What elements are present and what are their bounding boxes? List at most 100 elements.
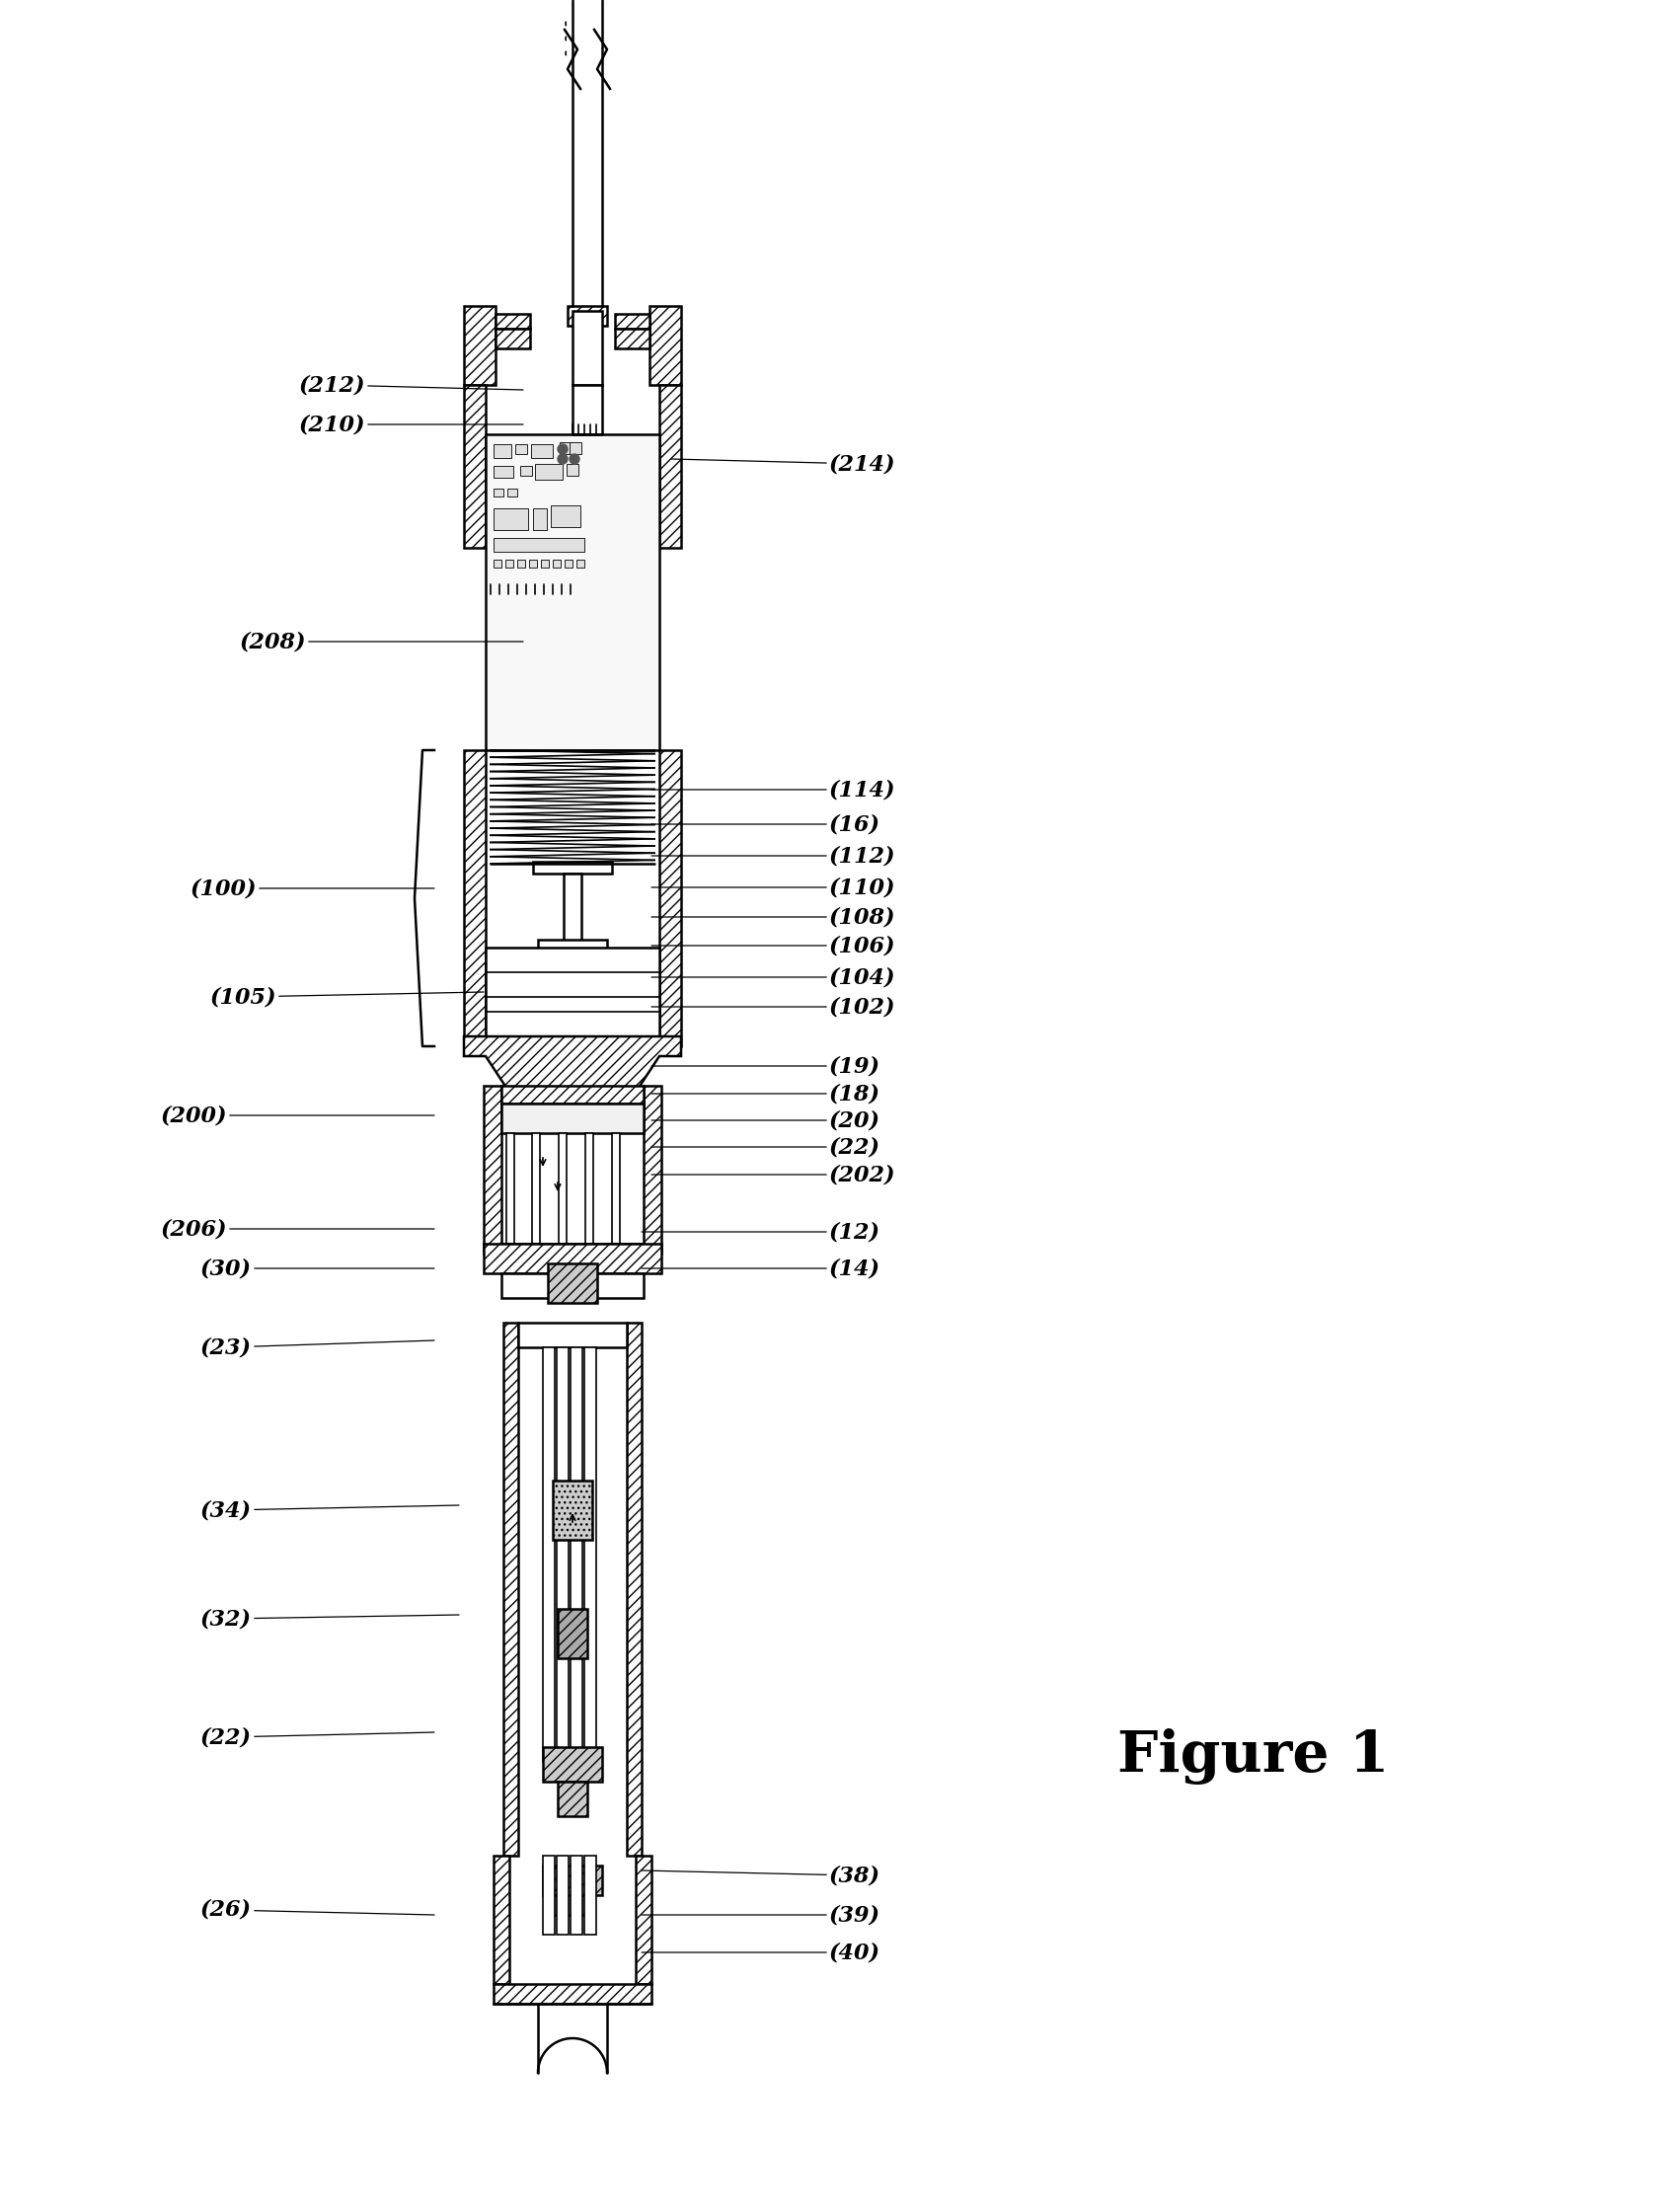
Bar [563, 873, 581, 949]
Text: (38): (38) [642, 1864, 880, 1886]
Bar [529, 559, 538, 568]
Bar [521, 467, 533, 475]
Bar [551, 506, 580, 526]
Bar [559, 1134, 566, 1245]
Bar [494, 1983, 652, 2003]
Circle shape [558, 453, 568, 464]
Text: (200): (200) [160, 1106, 435, 1125]
Text: (12): (12) [642, 1220, 880, 1243]
Bar [559, 442, 571, 453]
Text: (214): (214) [672, 453, 895, 475]
Bar [585, 1134, 593, 1245]
Bar [566, 464, 578, 475]
Bar [538, 940, 606, 953]
Bar [643, 1086, 662, 1254]
Bar [573, 385, 601, 433]
Text: (18): (18) [652, 1083, 880, 1106]
Bar [627, 1322, 642, 1855]
Bar [496, 329, 531, 349]
Bar [501, 1274, 643, 1298]
Bar [501, 1086, 643, 1103]
Bar [615, 329, 650, 349]
Bar [533, 509, 546, 531]
Bar [612, 1134, 620, 1245]
Bar [556, 1346, 568, 1762]
Bar [504, 1322, 517, 1855]
Circle shape [570, 453, 580, 464]
Bar [494, 509, 528, 531]
Bar [494, 1855, 509, 1983]
Text: (202): (202) [652, 1163, 895, 1185]
Text: (32): (32) [200, 1607, 459, 1630]
Bar [494, 467, 514, 478]
Bar [543, 1747, 601, 1782]
Text: (23): (23) [200, 1335, 435, 1358]
Bar [496, 314, 531, 329]
Text: (30): (30) [200, 1258, 435, 1280]
Bar [543, 1855, 554, 1935]
Bar [464, 305, 496, 385]
Bar [553, 1481, 593, 1539]
Bar [558, 1782, 588, 1815]
Bar [635, 1855, 652, 1983]
Bar [494, 537, 585, 553]
Text: (39): (39) [642, 1904, 880, 1926]
Text: (105): (105) [210, 986, 484, 1008]
Bar [543, 1866, 601, 1895]
Text: Figure 1: Figure 1 [1117, 1729, 1389, 1784]
Bar [494, 489, 504, 497]
Text: (40): (40) [642, 1941, 880, 1963]
Bar [464, 385, 486, 548]
Text: (108): (108) [652, 907, 895, 929]
Text: (104): (104) [652, 966, 895, 988]
Bar [659, 750, 680, 1046]
Bar [506, 559, 514, 568]
Text: (102): (102) [652, 995, 895, 1017]
Bar [506, 1134, 514, 1245]
Bar [659, 385, 680, 548]
Bar [585, 1855, 596, 1935]
Text: (210): (210) [299, 413, 522, 436]
Text: (112): (112) [652, 845, 895, 867]
Text: (34): (34) [200, 1499, 459, 1521]
Bar [494, 559, 501, 568]
Bar [516, 444, 528, 453]
Bar [517, 1322, 627, 1346]
Bar [464, 750, 486, 1046]
Bar [484, 1086, 501, 1254]
Bar [534, 464, 563, 480]
Bar [517, 559, 526, 568]
Bar [531, 444, 553, 458]
Text: (16): (16) [652, 814, 880, 836]
Bar [548, 1262, 596, 1302]
Bar [543, 1346, 554, 1762]
Bar [494, 444, 511, 458]
Bar [573, 312, 601, 385]
Bar [486, 949, 659, 1037]
Bar [486, 433, 659, 750]
Bar [564, 559, 573, 568]
Text: (100): (100) [190, 878, 435, 900]
Text: (208): (208) [239, 630, 522, 652]
Bar [585, 1346, 596, 1762]
Bar [501, 1103, 643, 1134]
Bar [484, 1245, 662, 1274]
Bar [570, 442, 581, 453]
Bar [541, 559, 549, 568]
Bar [571, 1346, 583, 1762]
Bar [615, 314, 650, 329]
Text: (14): (14) [642, 1258, 880, 1280]
Bar [507, 489, 517, 497]
Polygon shape [464, 1037, 680, 1090]
Bar [553, 559, 561, 568]
Bar [568, 305, 606, 325]
Bar [650, 305, 680, 385]
Text: (114): (114) [652, 778, 895, 800]
Text: (206): (206) [160, 1218, 435, 1240]
Bar [558, 1610, 588, 1658]
Circle shape [558, 444, 568, 453]
Text: (19): (19) [652, 1055, 880, 1077]
Text: (106): (106) [652, 935, 895, 957]
Bar [553, 1895, 593, 1915]
Bar [501, 1245, 643, 1254]
